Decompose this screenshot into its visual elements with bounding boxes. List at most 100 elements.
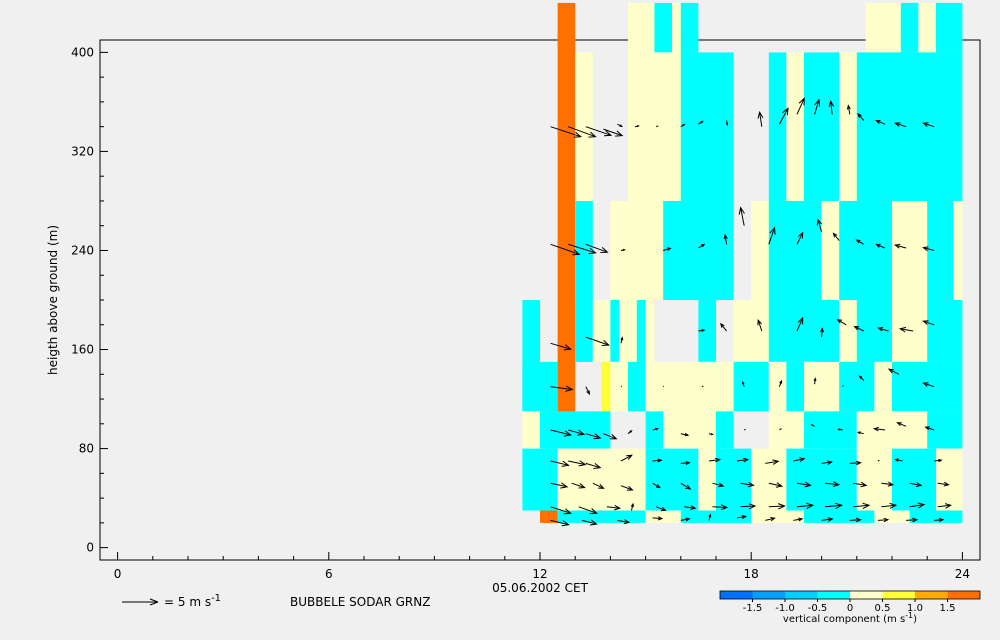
- wind-vector: [793, 457, 806, 463]
- wind-vector: [698, 243, 706, 249]
- heatmap-cell: [936, 2, 963, 53]
- wind-vector: [909, 482, 923, 487]
- wind-vector: [768, 503, 786, 510]
- heatmap-cell: [786, 361, 804, 412]
- wind-vector: [856, 431, 864, 435]
- wind-vector: [712, 482, 725, 488]
- heatmap-cell: [733, 300, 769, 362]
- wind-vector: [578, 506, 598, 515]
- heatmap-cell: [804, 411, 857, 449]
- wind-vector: [725, 120, 729, 127]
- heatmap-cell: [927, 300, 963, 362]
- wind-vector: [550, 385, 574, 392]
- wind-vector: [821, 460, 833, 465]
- wind-vector: [922, 320, 935, 326]
- wind-vector: [617, 519, 631, 525]
- y-tick-label: 80: [79, 442, 94, 456]
- y-tick-label: 0: [86, 541, 94, 555]
- wind-vector: [813, 377, 817, 385]
- heatmap-cell: [601, 361, 611, 412]
- heatmap-cell: [892, 361, 963, 412]
- vertical-component-cells: [522, 2, 963, 523]
- colorbar-swatch: [752, 591, 785, 599]
- wind-vector: [680, 461, 691, 465]
- wind-vector: [585, 336, 611, 346]
- heatmap-cell: [557, 448, 611, 511]
- wind-vector: [821, 517, 834, 522]
- wind-vector: [582, 519, 598, 526]
- y-tick-label: 320: [71, 144, 94, 158]
- wind-vector: [617, 123, 624, 128]
- heatmap-cell: [953, 201, 963, 300]
- wind-vector: [875, 243, 886, 249]
- heatmap-cell: [936, 448, 963, 511]
- heatmap-cell: [804, 361, 840, 412]
- heatmap-cell: [628, 361, 646, 412]
- wind-vector: [796, 481, 812, 488]
- colorbar-swatch: [915, 591, 948, 599]
- wind-vector: [680, 432, 690, 437]
- heatmap-cell: [557, 510, 646, 523]
- wind-vector: [663, 247, 672, 251]
- wind-vector: [550, 506, 572, 515]
- heatmap-cell: [680, 2, 699, 53]
- wind-vector: [723, 233, 728, 245]
- heatmap-cell: [909, 510, 963, 523]
- heatmap-cell: [786, 52, 804, 202]
- wind-vector: [757, 111, 764, 127]
- wind-vector: [740, 503, 757, 510]
- wind-vector: [606, 504, 622, 511]
- heatmap-cell: [698, 448, 716, 511]
- wind-vector: [620, 485, 634, 491]
- wind-vector: [708, 457, 722, 463]
- wind-vector: [656, 125, 659, 128]
- wind-vector: [585, 433, 602, 440]
- heatmap-cell: [716, 411, 734, 449]
- wind-vector: [737, 457, 750, 463]
- heatmap-cell: [522, 448, 558, 511]
- colorbar-label-superscript: -1: [905, 611, 913, 620]
- colorbar-tick-label: 0: [847, 603, 853, 614]
- wind-vector: [765, 459, 780, 465]
- arrow-legend-superscript: -1: [211, 593, 221, 604]
- heatmap-cell: [680, 52, 734, 202]
- colorbar-tick-label: 0.5: [875, 603, 891, 614]
- wind-vector: [652, 427, 660, 431]
- wind-vector: [828, 100, 835, 115]
- wind-vector: [571, 482, 586, 489]
- heatmap-cell: [663, 411, 716, 449]
- heatmap-cell: [557, 2, 576, 412]
- wind-vector: [585, 126, 613, 137]
- wind-vector: [849, 460, 862, 466]
- wind-vector: [894, 458, 903, 462]
- wind-vector: [796, 97, 805, 115]
- colorbar-swatch: [882, 591, 915, 599]
- wind-vector: [656, 506, 667, 511]
- wind-vector: [922, 122, 935, 128]
- colorbar-tick-label: 1.5: [940, 603, 956, 614]
- heatmap-cell: [839, 361, 875, 412]
- wind-vector: [849, 517, 862, 523]
- colorbar-label: vertical component (m s-1): [783, 611, 917, 625]
- wind-vector: [550, 342, 572, 351]
- arrow-legend-text: = 5 m s: [164, 595, 211, 609]
- heatmap-cell: [821, 201, 840, 300]
- wind-vector: [832, 232, 840, 241]
- wind-vector: [796, 316, 804, 332]
- wind-vector: [934, 458, 943, 463]
- heatmap-cell: [751, 201, 769, 300]
- wind-vector: [825, 481, 841, 487]
- y-tick-label: 240: [71, 243, 94, 257]
- wind-vector: [909, 502, 926, 509]
- wind-vector: [620, 385, 623, 388]
- heatmap-cell: [804, 52, 840, 202]
- heatmap-cell: [610, 361, 628, 412]
- wind-vector: [603, 128, 624, 137]
- heatmap-cell: [856, 448, 892, 511]
- wind-vector: [858, 375, 865, 381]
- arrow-legend: = 5 m s-1: [122, 593, 221, 609]
- wind-vector: [620, 336, 624, 344]
- wind-vector: [842, 384, 844, 387]
- wind-vector: [712, 504, 729, 511]
- heatmap-cell: [856, 52, 963, 202]
